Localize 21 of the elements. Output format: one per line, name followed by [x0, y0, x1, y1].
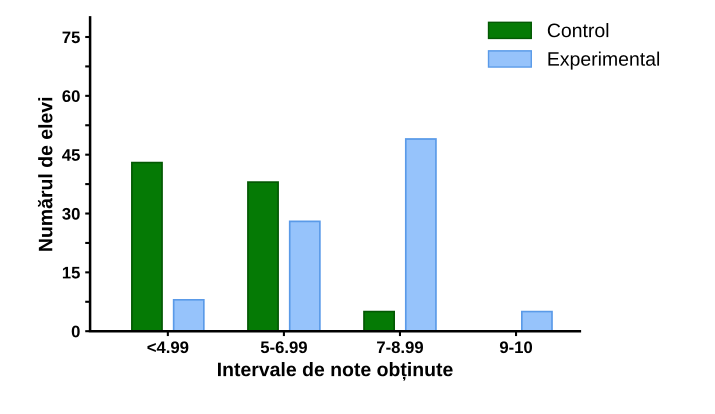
y-tick-label: 0 — [72, 326, 80, 338]
y-tick-label: 15 — [62, 266, 80, 279]
y-tick-label: 75 — [62, 32, 80, 44]
bar — [521, 310, 553, 332]
legend-label: Control — [548, 23, 608, 38]
bar — [247, 181, 279, 332]
y-tick-label: 60 — [62, 90, 80, 102]
bar — [131, 162, 163, 332]
x-tick-label: 7-8.99 — [377, 341, 423, 354]
y-tick-label: 45 — [62, 149, 80, 161]
y-tick-label: 30 — [62, 208, 80, 220]
y-axis-title: Numărul de elevi — [38, 98, 52, 251]
legend-label: Experimental — [548, 52, 660, 70]
bar — [404, 138, 437, 332]
bar — [288, 220, 321, 332]
bar — [172, 298, 205, 332]
x-tick-label: 9-10 — [500, 341, 532, 354]
bar — [363, 310, 396, 332]
x-tick-label: <4.99 — [147, 341, 188, 354]
x-tick-label: 5-6.99 — [260, 341, 307, 354]
x-axis-title: Intervale de note obținute — [218, 362, 453, 381]
